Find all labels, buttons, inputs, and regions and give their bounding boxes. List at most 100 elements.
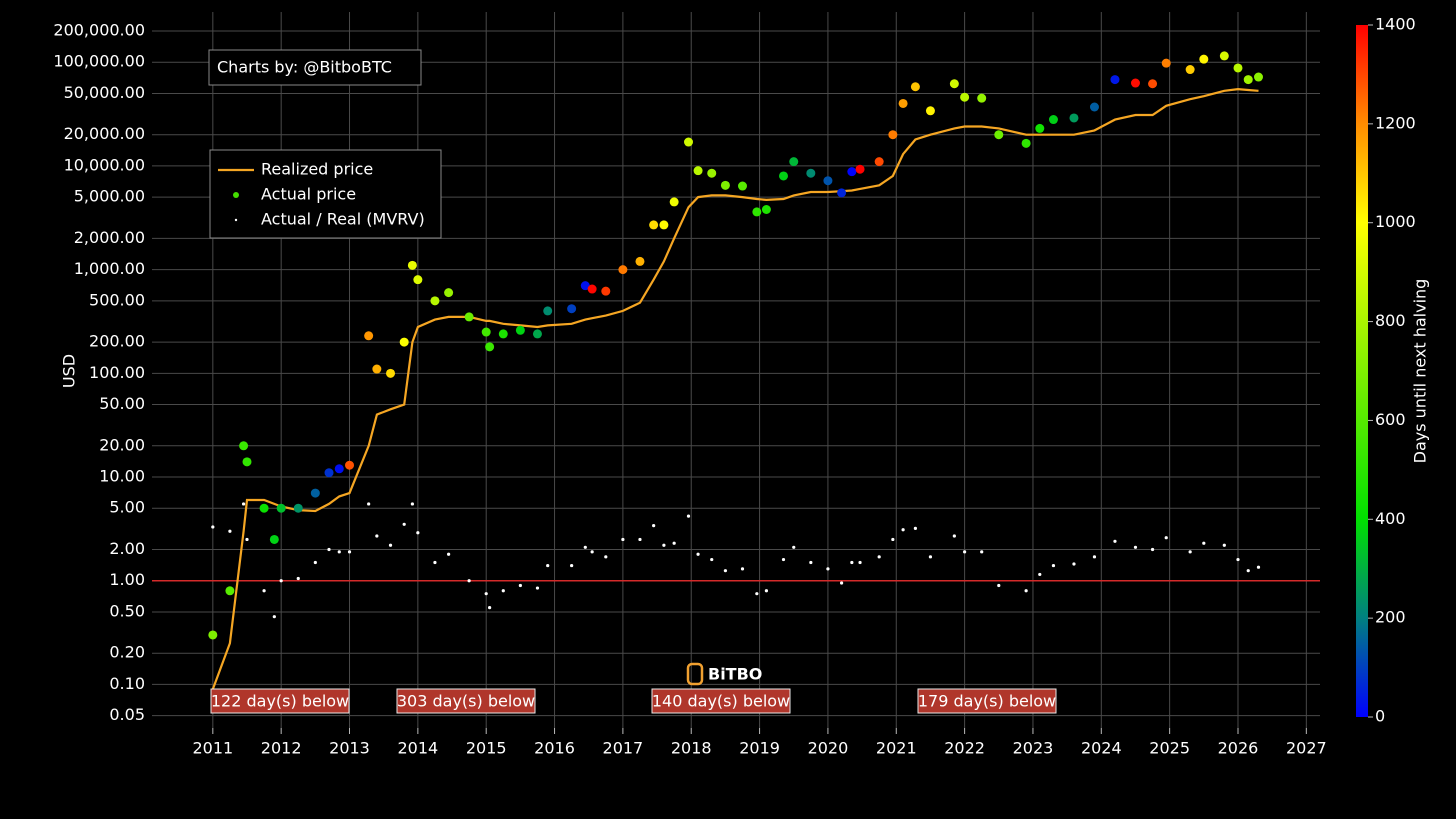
y-tick-label: 2,000.00 bbox=[74, 228, 145, 247]
mvrv-point bbox=[638, 537, 642, 542]
x-tick-label: 2013 bbox=[329, 739, 370, 758]
price-point bbox=[269, 534, 279, 544]
price-point bbox=[1021, 138, 1031, 148]
y-tick-label: 2.00 bbox=[109, 539, 145, 558]
mvrv-point bbox=[245, 537, 249, 542]
mvrv-point bbox=[952, 534, 956, 538]
mvrv-point bbox=[901, 528, 905, 532]
annotation-box bbox=[210, 688, 350, 714]
mvrv-point bbox=[1256, 565, 1261, 569]
price-point bbox=[310, 488, 320, 498]
annotation-text: 122 day(s) below bbox=[211, 692, 349, 711]
mvrv-point bbox=[696, 552, 700, 556]
mvrv-point bbox=[388, 543, 393, 547]
price-point bbox=[239, 441, 249, 451]
x-tick-label: 2025 bbox=[1149, 739, 1190, 758]
price-point bbox=[276, 503, 286, 513]
mvrv-point bbox=[792, 545, 796, 549]
price-point bbox=[737, 181, 747, 191]
colorbar bbox=[1356, 25, 1368, 717]
x-tick-label: 2020 bbox=[808, 739, 849, 758]
mvrv-point bbox=[723, 569, 728, 573]
mvrv-point bbox=[402, 522, 406, 526]
price-point bbox=[413, 275, 423, 285]
price-point bbox=[1243, 75, 1253, 85]
mvrv-point bbox=[416, 531, 420, 535]
y-tick-label: 10,000.00 bbox=[64, 155, 145, 174]
legend-dot bbox=[234, 218, 238, 222]
y-tick-label: 50.00 bbox=[99, 394, 145, 413]
mvrv-point bbox=[858, 560, 862, 565]
mvrv-point bbox=[850, 560, 854, 565]
mvrv-point bbox=[826, 567, 830, 571]
mvrv-point bbox=[809, 560, 813, 565]
mvrv-point bbox=[621, 537, 625, 542]
mvrv-point bbox=[375, 534, 379, 538]
annotation-box bbox=[917, 688, 1057, 714]
x-tick-label: 2024 bbox=[1081, 739, 1122, 758]
watermark: BiTBO bbox=[708, 665, 762, 684]
mvrv-point bbox=[604, 555, 608, 559]
price-point bbox=[444, 288, 454, 298]
legend-label: Realized price bbox=[261, 160, 373, 179]
price-point bbox=[761, 204, 771, 214]
price-point bbox=[707, 168, 717, 178]
y-tick-label: 100,000.00 bbox=[53, 52, 145, 71]
x-tick-label: 2011 bbox=[192, 739, 233, 758]
mvrv-point bbox=[546, 563, 550, 568]
price-point bbox=[949, 79, 959, 89]
y-tick-label: 50,000.00 bbox=[64, 83, 145, 102]
x-tick-label: 2014 bbox=[397, 739, 438, 758]
price-point bbox=[720, 180, 730, 190]
x-tick-label: 2016 bbox=[534, 739, 575, 758]
mvrv-point bbox=[781, 557, 786, 562]
mvrv-point bbox=[1092, 555, 1097, 559]
mvrv-point bbox=[980, 550, 984, 554]
y-tick-label: 5.00 bbox=[109, 498, 145, 517]
x-tick-label: 2018 bbox=[671, 739, 712, 758]
mvrv-point bbox=[1072, 562, 1076, 566]
mvrv-point bbox=[1150, 547, 1155, 552]
mvrv-point bbox=[1188, 550, 1192, 554]
price-point bbox=[994, 130, 1004, 140]
price-point bbox=[977, 93, 987, 103]
price-point bbox=[888, 130, 898, 140]
mvrv-point bbox=[740, 567, 745, 571]
mvrv-point bbox=[211, 525, 215, 529]
legend-box bbox=[209, 149, 442, 239]
x-tick-label: 2026 bbox=[1218, 739, 1259, 758]
x-tick-label: 2019 bbox=[739, 739, 780, 758]
price-point bbox=[242, 457, 252, 467]
credit-box bbox=[208, 49, 422, 86]
price-point bbox=[649, 220, 659, 230]
colorbar-tick-label: 1000 bbox=[1375, 212, 1416, 231]
mvrv-point bbox=[272, 615, 276, 619]
price-point bbox=[960, 92, 970, 102]
x-tick-label: 2015 bbox=[466, 739, 507, 758]
price-point bbox=[485, 342, 495, 352]
mvrv-point bbox=[1222, 543, 1226, 547]
price-point bbox=[543, 306, 553, 316]
legend-label: Actual / Real (MVRV) bbox=[261, 210, 425, 229]
credit-text: Charts by: @BitboBTC bbox=[217, 58, 392, 77]
price-point bbox=[910, 82, 920, 92]
price-point bbox=[874, 157, 884, 167]
mvrv-point bbox=[1236, 557, 1240, 562]
watermark-icon bbox=[686, 662, 704, 686]
mvrv-point bbox=[1246, 569, 1250, 573]
price-point bbox=[324, 468, 334, 478]
price-point bbox=[789, 157, 799, 167]
legend-dot bbox=[233, 192, 239, 198]
price-point bbox=[752, 207, 762, 217]
x-tick-label: 2021 bbox=[876, 739, 917, 758]
x-tick-label: 2012 bbox=[261, 739, 302, 758]
price-point bbox=[1148, 79, 1158, 89]
price-point bbox=[1048, 115, 1058, 125]
mvrv-point bbox=[1024, 589, 1028, 593]
mvrv-point bbox=[535, 586, 540, 590]
mvrv-point bbox=[652, 524, 656, 528]
price-point bbox=[823, 176, 833, 186]
price-point bbox=[778, 171, 788, 181]
price-point bbox=[1069, 113, 1079, 123]
